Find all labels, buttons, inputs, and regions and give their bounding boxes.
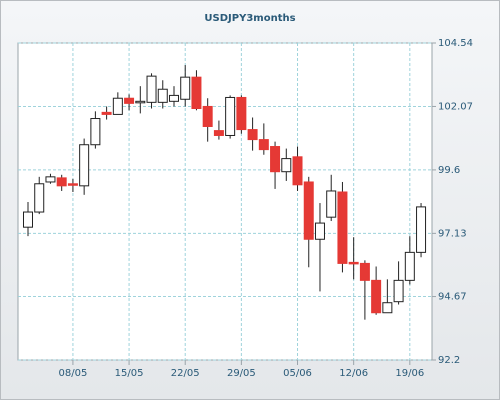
candle-body [180, 76, 191, 100]
candle-body [236, 96, 247, 131]
candle-body [382, 302, 393, 314]
candle-body [124, 97, 135, 104]
candle-body [135, 100, 146, 104]
x-tick-label: 15/05 [115, 368, 144, 379]
candle-body [90, 118, 101, 146]
candle-body [326, 190, 337, 218]
candle-body [270, 146, 281, 173]
candle-body [112, 97, 123, 115]
x-tick-label: 12/06 [339, 368, 368, 379]
y-tick-label: 104.54 [438, 38, 473, 49]
candle-body [258, 139, 269, 151]
candle-body [56, 177, 67, 187]
candle-body [359, 262, 370, 281]
candle-body [393, 279, 404, 303]
candle-body [416, 206, 427, 253]
y-tick-label: 99.6 [438, 165, 460, 176]
candle-body [202, 105, 213, 127]
candle-body [45, 176, 56, 183]
candle-body [34, 183, 45, 213]
candle-body [101, 111, 112, 115]
y-tick-label: 97.13 [438, 228, 467, 239]
candle-body [303, 181, 314, 240]
candle-body [292, 156, 303, 186]
candle-body [371, 279, 382, 314]
candle-body [168, 94, 179, 102]
y-tick-label: 92.2 [438, 355, 460, 366]
x-tick-label: 22/05 [171, 368, 200, 379]
candle-body [146, 75, 157, 103]
candle-body [79, 144, 90, 187]
candle-body [225, 96, 236, 136]
y-tick-label: 94.67 [438, 292, 467, 303]
candle-body [23, 211, 33, 228]
candle-body [157, 88, 168, 103]
candle-body [314, 222, 325, 240]
x-tick-label: 05/06 [283, 368, 312, 379]
x-tick-label: 19/06 [395, 368, 424, 379]
plot-area [17, 42, 433, 361]
y-tick-label: 102.07 [438, 101, 473, 112]
chart-title: USDJPY3months [204, 13, 295, 24]
candle-body [213, 130, 224, 136]
candle-body [404, 251, 415, 281]
x-tick-label: 29/05 [227, 368, 256, 379]
candle-body [191, 76, 202, 110]
candle-body [67, 183, 78, 186]
candle-body [337, 191, 348, 264]
candle-body [348, 261, 359, 265]
x-tick-label: 08/05 [59, 368, 88, 379]
candle-body [247, 129, 258, 141]
candle-body [281, 158, 292, 173]
